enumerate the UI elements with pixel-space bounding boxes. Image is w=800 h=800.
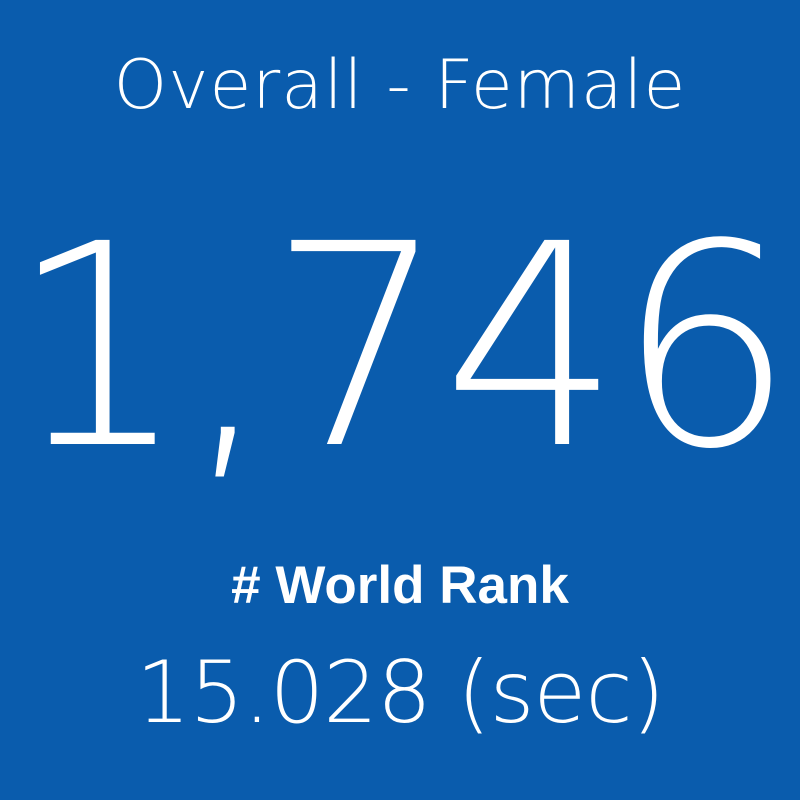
category-title: Overall - Female	[113, 46, 687, 125]
time-value: 15.028 (sec)	[135, 643, 665, 743]
rank-value: 1,746	[9, 185, 795, 511]
rank-label: # World Rank	[231, 556, 569, 615]
